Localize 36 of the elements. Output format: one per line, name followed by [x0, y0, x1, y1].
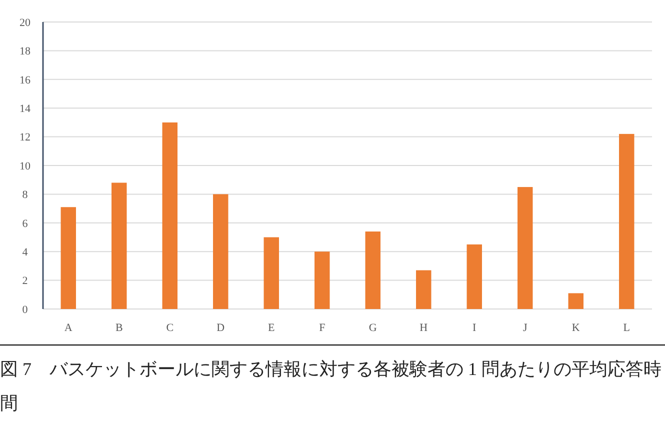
bar [518, 187, 533, 309]
x-tick-label: H [420, 322, 428, 334]
x-tick-label: F [319, 322, 326, 334]
caption: 図 7 バスケットボールに関する情報に対する各被験者の 1 問あたりの平均応答時間 [0, 358, 662, 415]
y-tick-label: 12 [20, 132, 30, 144]
y-tick-label: 14 [20, 102, 31, 115]
bar [112, 182, 127, 309]
y-tick-label: 18 [20, 46, 31, 58]
bar [466, 244, 482, 309]
x-tick-label: J [522, 322, 528, 334]
x-tick-label: L [623, 322, 630, 334]
y-tick-label: 16 [20, 74, 31, 86]
bar [264, 237, 279, 309]
x-tick-label: K [572, 322, 580, 334]
x-tick-label: D [216, 322, 225, 334]
y-tick-label: 8 [22, 189, 28, 202]
x-tick-label: I [472, 322, 477, 334]
bar [213, 194, 228, 309]
bar [365, 232, 380, 309]
x-tick-label: E [268, 322, 276, 334]
bar [60, 207, 76, 309]
y-tick-label: 6 [22, 218, 28, 230]
y-tick-label: 20 [20, 16, 31, 29]
bar [416, 270, 432, 309]
x-tick-label: C [166, 322, 174, 334]
y-tick-label: 4 [22, 246, 28, 258]
x-tick-label: B [115, 322, 123, 334]
x-tick-label: G [368, 322, 377, 334]
bar [162, 122, 178, 309]
bar [619, 134, 634, 309]
x-tick-label: A [64, 322, 72, 334]
bar [568, 293, 584, 309]
bar [314, 252, 330, 309]
y-tick-label: 10 [20, 160, 31, 172]
y-tick-label: 0 [22, 304, 28, 316]
y-tick-label: 2 [22, 275, 28, 288]
